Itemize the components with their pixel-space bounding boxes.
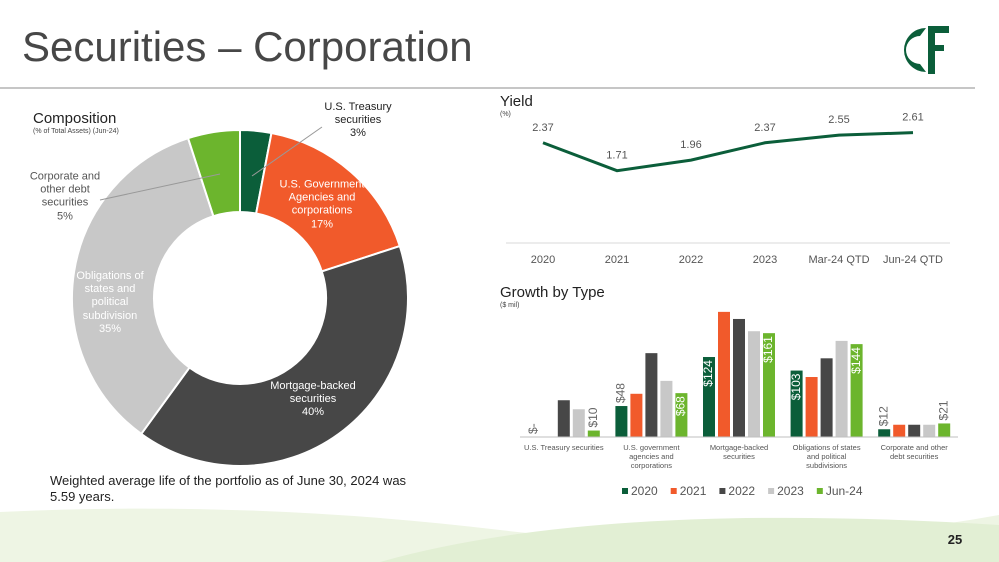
legend-swatch [816, 488, 823, 494]
data-label: 1.71 [606, 150, 627, 162]
bar [790, 370, 803, 437]
bar [893, 424, 906, 437]
yield-line [542, 131, 914, 173]
data-label: $48 [614, 383, 628, 403]
legend-label: 2020 [631, 484, 658, 498]
legend-label: Jun-24 [826, 484, 863, 498]
bar [878, 429, 891, 437]
bar [923, 424, 936, 437]
leader-line [251, 126, 323, 177]
segment-label: Mortgage-backed securities [270, 380, 356, 406]
segment-value: 5% [57, 210, 73, 223]
logo [904, 26, 949, 74]
legend-label: 2022 [728, 484, 755, 498]
data-label: $- [526, 423, 540, 434]
chart-subtitle: (%) [500, 111, 511, 118]
footer-wave [380, 517, 999, 562]
data-label: $124 [701, 360, 715, 387]
legend-label: 2021 [680, 484, 707, 498]
chart-subtitle: ($ mil) [500, 302, 520, 309]
bar [763, 333, 775, 437]
footnote: Weighted average life of the portfolio a… [50, 473, 407, 504]
bar [645, 353, 658, 437]
page-number: 25 [947, 532, 963, 548]
legend-swatch [768, 488, 775, 494]
donut-segment [71, 136, 215, 436]
bar [938, 423, 951, 437]
donut-segment [186, 128, 241, 218]
bar [675, 393, 688, 437]
bar [660, 380, 673, 437]
x-tick-label: Mortgage-backed securities [709, 443, 769, 461]
segment-label: Obligations of states and political subd… [76, 270, 144, 322]
data-label: $12 [876, 406, 890, 426]
bar [557, 400, 570, 437]
bar [850, 344, 863, 437]
segment-value: 40% [301, 406, 325, 419]
segment-label-group: Obligations of states and political subd… [65, 270, 155, 336]
segment-label-group: Mortgage-backed securities 40% [258, 380, 368, 420]
segment-label: Corporate and other debt securities [29, 170, 101, 209]
x-tick-label: 2020 [531, 254, 555, 266]
bar [908, 424, 921, 437]
legend-label: 2023 [777, 484, 804, 498]
data-label: 2.37 [754, 122, 775, 134]
segment-label-group: U.S. Government Agencies and corporation… [277, 179, 367, 232]
bar [572, 409, 585, 437]
data-label: 1.96 [680, 139, 701, 151]
donut-segment [139, 244, 409, 467]
x-tick-label: Corporate and other debt securities [880, 443, 948, 461]
data-label: $144 [849, 347, 863, 374]
bar [805, 377, 818, 437]
data-label: $103 [789, 373, 803, 400]
bar [748, 331, 760, 437]
data-label: $161 [761, 336, 775, 363]
x-tick-label: 2022 [679, 254, 703, 266]
bar [820, 358, 833, 437]
x-tick-label: U.S. government agencies and corporation… [623, 443, 680, 470]
data-label: 2.37 [532, 122, 553, 134]
segment-label: U.S. Government Agencies and corporation… [279, 178, 365, 217]
bar [587, 430, 600, 437]
segment-value: 17% [310, 218, 334, 231]
bar [630, 393, 643, 437]
chart-title: Growth by Type [500, 284, 605, 301]
x-tick-label: U.S. Treasury securities [524, 443, 604, 452]
x-tick-label: Mar-24 QTD [808, 254, 869, 266]
data-label: $68 [674, 396, 688, 416]
data-label: $10 [586, 407, 600, 427]
bar [835, 340, 848, 437]
chart-title: Yield [500, 93, 533, 110]
segment-value: 3% [350, 127, 366, 140]
x-tick-label: Obligations of states and political subd… [792, 443, 861, 470]
x-tick-label: 2023 [753, 254, 777, 266]
slide-title: Securities – Corporation [22, 23, 473, 70]
segment-label-group: U.S. Treasury securities 3% [308, 101, 408, 141]
data-label: 2.61 [902, 112, 923, 124]
segment-label-group: Corporate and other debt securities 5% [20, 171, 110, 224]
leader-line [99, 173, 221, 201]
chart-subtitle: (% of Total Assets) (Jun-24) [33, 128, 119, 135]
chart-title: Composition [33, 110, 117, 127]
x-tick-label: Jun-24 QTD [883, 254, 943, 266]
segment-label: U.S. Treasury securities [324, 101, 392, 127]
data-label: 2.55 [828, 114, 849, 126]
bar [718, 311, 730, 437]
bar [615, 406, 628, 437]
x-tick-label: 2021 [605, 254, 629, 266]
legend-swatch [719, 488, 726, 494]
bar [703, 357, 715, 437]
donut-segment [254, 131, 402, 273]
bar [733, 318, 745, 437]
legend-swatch [670, 488, 677, 494]
segment-value: 35% [98, 322, 122, 335]
legend-swatch [622, 488, 628, 494]
data-label: $21 [936, 400, 950, 420]
